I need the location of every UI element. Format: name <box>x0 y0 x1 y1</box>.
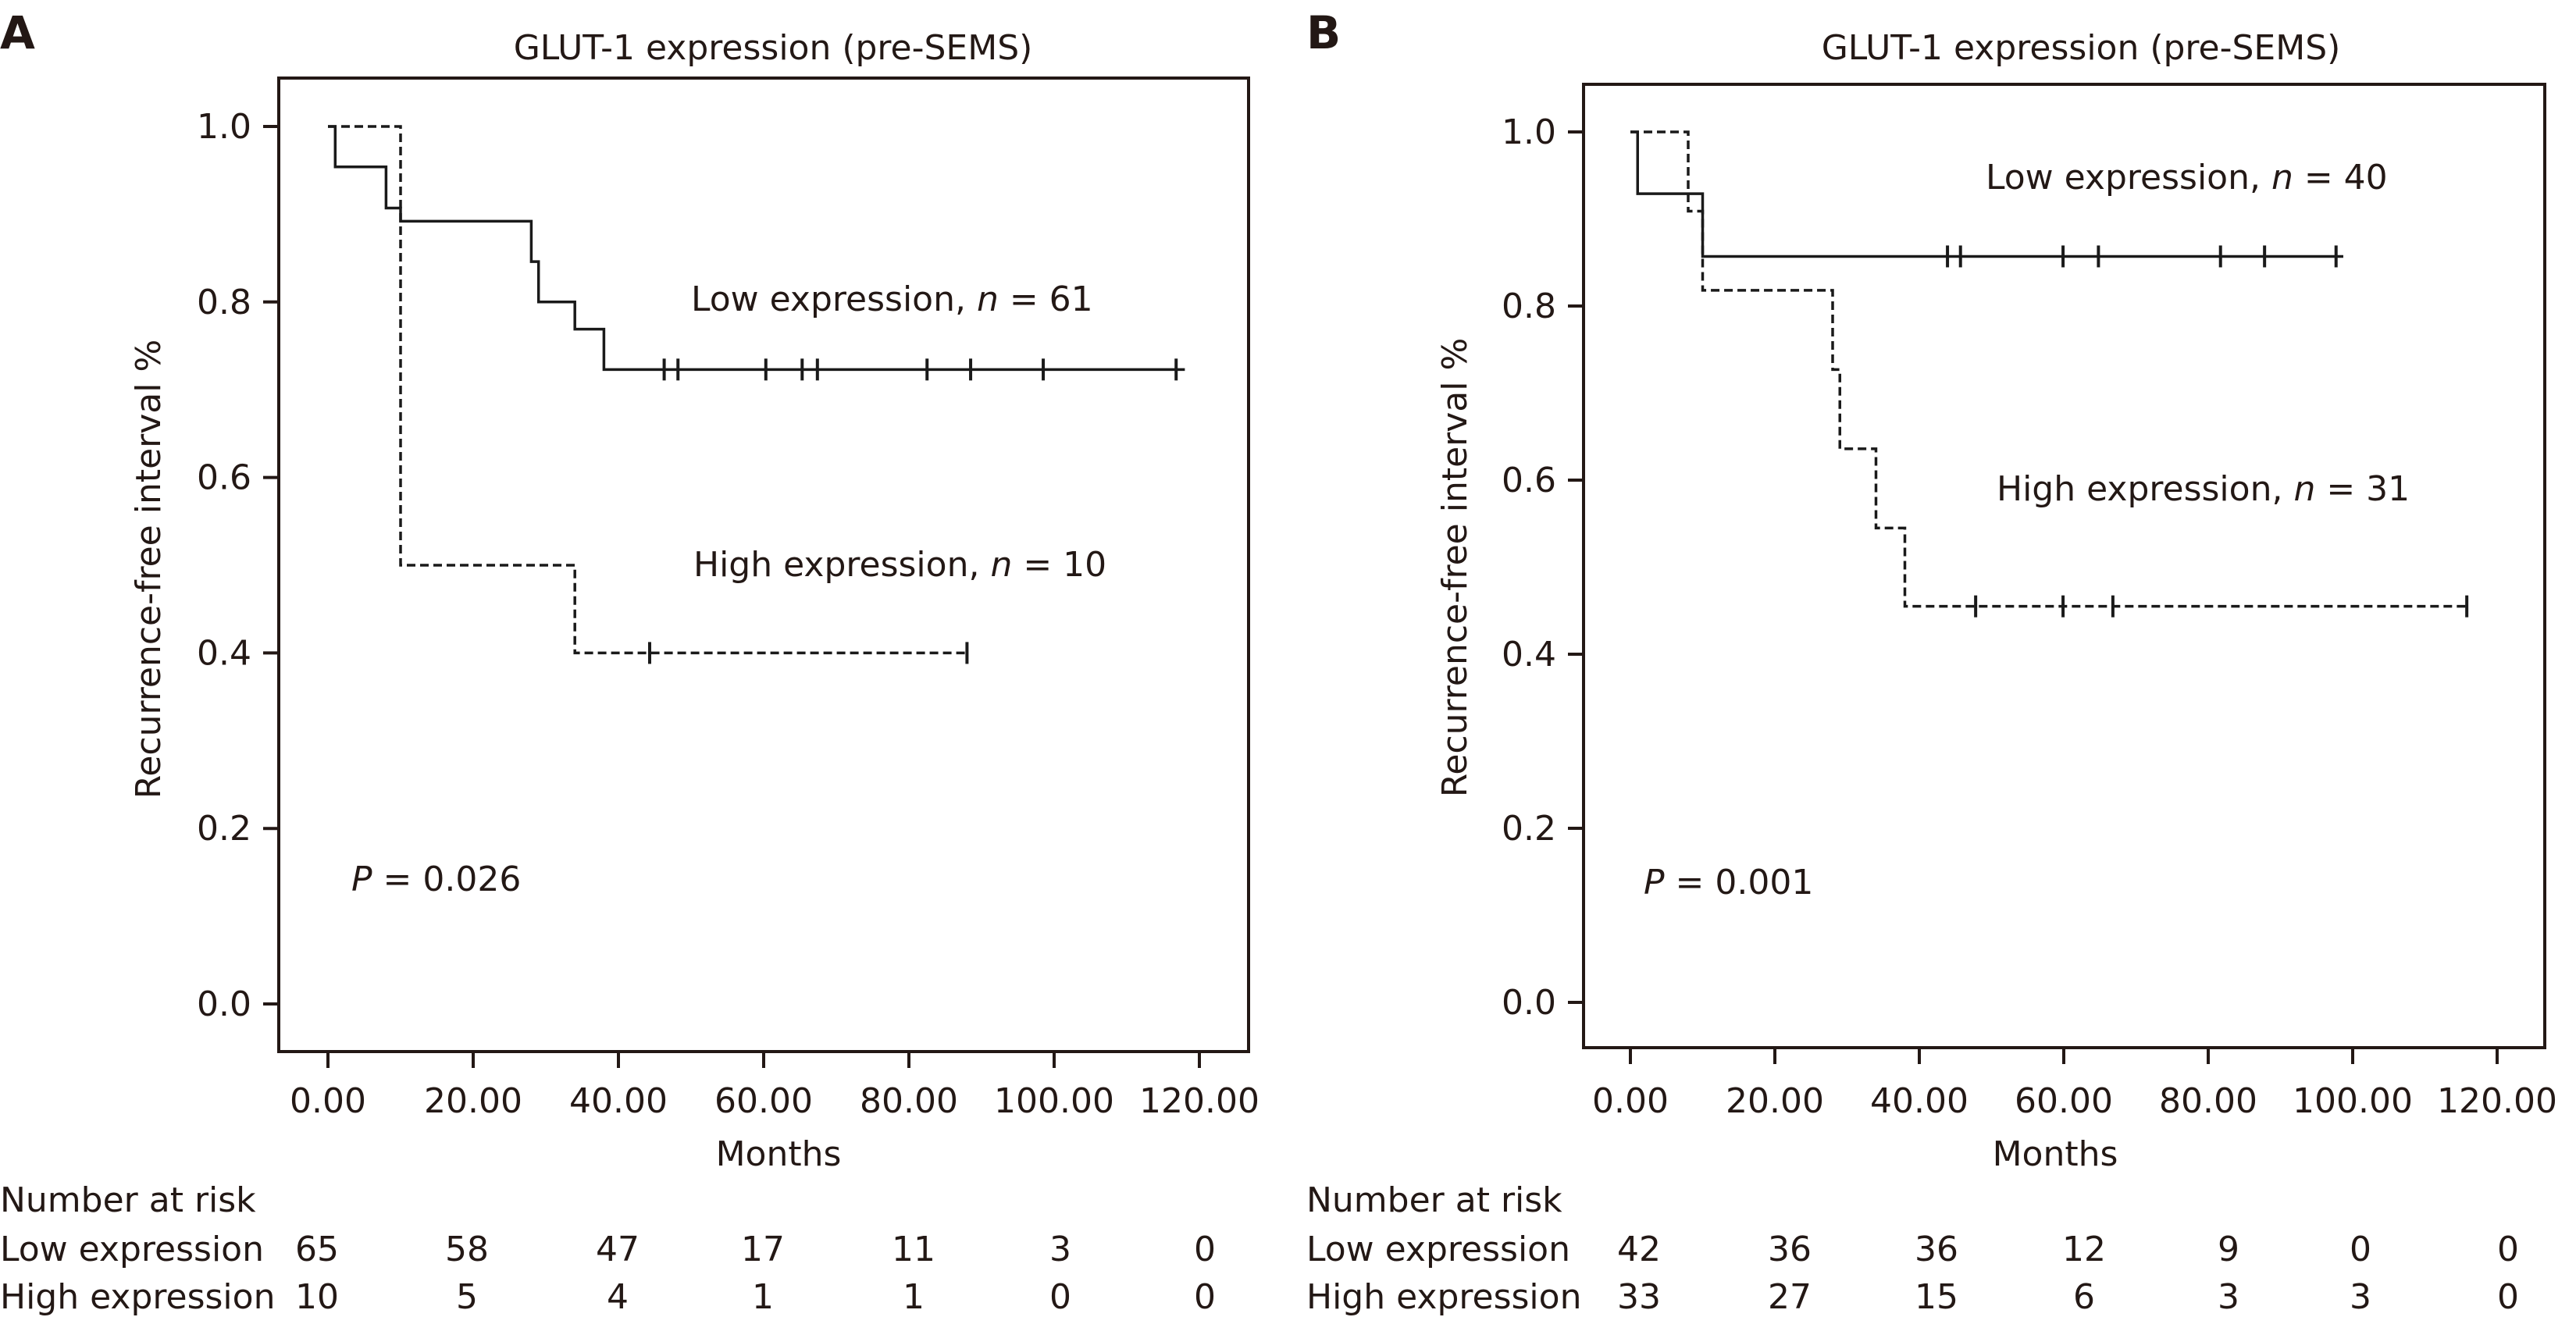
risk-value: 17 <box>741 1230 785 1269</box>
y-tick-label: 0.2 <box>1502 809 1556 849</box>
risk-value: 65 <box>295 1230 339 1269</box>
risk-value: 33 <box>1617 1277 1661 1317</box>
number-at-risk-table: Number at risk Low expression 65 58 47 17 11 3… <box>0 1180 1216 1317</box>
y-tick-label: 1.0 <box>197 107 251 147</box>
risk-value: 15 <box>1915 1277 1958 1317</box>
panel-a: A GLUT-1 expression (pre-SEMS) 0.0 0.2 0.4… <box>0 6 1259 1317</box>
x-tick-label: 120.00 <box>2437 1081 2557 1121</box>
risk-value: 36 <box>1915 1230 1958 1269</box>
risk-value: 0 <box>2350 1230 2371 1269</box>
risk-row-label: High expression <box>0 1277 275 1317</box>
risk-value: 47 <box>596 1230 640 1269</box>
y-tick-label: 0.6 <box>197 458 251 498</box>
x-tick-label: 60.00 <box>714 1081 813 1121</box>
y-axis-label: Recurrence-free interval % <box>129 340 169 799</box>
y-tick-label: 0.8 <box>197 283 251 322</box>
x-tick-label: 100.00 <box>2293 1081 2413 1121</box>
x-tick-label: 20.00 <box>1726 1081 1824 1121</box>
risk-value: 0 <box>1194 1230 1216 1269</box>
curves <box>1630 130 2469 618</box>
y-axis-label: Recurrence-free interval % <box>1435 338 1475 798</box>
x-tick-label: 0.00 <box>1592 1081 1669 1121</box>
risk-value: 1 <box>752 1277 774 1317</box>
x-tick-label: 80.00 <box>860 1081 958 1121</box>
risk-value: 42 <box>1617 1230 1661 1269</box>
y-tick-label: 1.0 <box>1502 112 1556 152</box>
x-axis-label: Months <box>1993 1134 2118 1174</box>
risk-row-label: Low expression <box>1306 1230 1570 1269</box>
curves <box>328 125 1185 664</box>
x-axis: 0.00 20.00 40.00 60.00 80.00 100.00 120.00 <box>290 1052 1259 1121</box>
y-tick-label: 0.0 <box>1502 983 1556 1023</box>
plot-frame <box>1582 83 2546 1049</box>
risk-value: 36 <box>1768 1230 1812 1269</box>
x-tick-label: 60.00 <box>2015 1081 2113 1121</box>
risk-value: 0 <box>1049 1277 1071 1317</box>
high-expression-label: High expression, n = 31 <box>1997 469 2410 509</box>
risk-value: 9 <box>2218 1230 2239 1269</box>
risk-value: 3 <box>2218 1277 2239 1317</box>
risk-value: 6 <box>2073 1277 2095 1317</box>
risk-value: 58 <box>445 1230 489 1269</box>
risk-value: 3 <box>2350 1277 2371 1317</box>
risk-row-label: Low expression <box>0 1230 264 1269</box>
x-tick-label: 0.00 <box>290 1081 366 1121</box>
y-tick-label: 0.8 <box>1502 287 1556 326</box>
risk-value: 0 <box>2497 1277 2519 1317</box>
risk-value: 12 <box>2062 1230 2106 1269</box>
chart-title: GLUT-1 expression (pre-SEMS) <box>514 28 1033 68</box>
y-tick-label: 0.4 <box>197 633 251 673</box>
p-value: P = 0.026 <box>351 860 521 899</box>
chart-title: GLUT-1 expression (pre-SEMS) <box>1822 28 2341 68</box>
risk-row-label: High expression <box>1306 1277 1581 1317</box>
risk-value: 0 <box>2497 1230 2519 1269</box>
risk-value: 11 <box>892 1230 935 1269</box>
x-tick-label: 40.00 <box>1870 1081 1969 1121</box>
high-expression-label: High expression, n = 10 <box>693 545 1106 585</box>
x-axis-label: Months <box>716 1134 842 1174</box>
x-tick-label: 100.00 <box>994 1081 1114 1121</box>
high-expression-curve <box>328 125 967 655</box>
risk-title: Number at risk <box>0 1180 256 1220</box>
x-tick-label: 20.00 <box>424 1081 522 1121</box>
risk-value: 3 <box>1049 1230 1071 1269</box>
p-value: P = 0.001 <box>1644 863 1813 902</box>
panel-b: B GLUT-1 expression (pre-SEMS) 0.0 0.2 0.4… <box>1306 6 2557 1317</box>
panel-letter: B <box>1306 6 1341 59</box>
risk-value: 1 <box>903 1277 925 1317</box>
y-axis: 0.0 0.2 0.4 0.6 0.8 1.0 <box>1502 112 1584 1023</box>
risk-value: 5 <box>456 1277 478 1317</box>
x-tick-label: 40.00 <box>569 1081 668 1121</box>
x-tick-label: 120.00 <box>1139 1081 1259 1121</box>
risk-value: 27 <box>1768 1277 1812 1317</box>
low-expression-curve <box>328 125 1185 372</box>
x-tick-label: 80.00 <box>2159 1081 2257 1121</box>
low-expression-label: Low expression, n = 40 <box>1986 158 2388 198</box>
high-expression-curve <box>1630 130 2468 608</box>
risk-value: 4 <box>607 1277 629 1317</box>
risk-value: 0 <box>1194 1277 1216 1317</box>
y-tick-label: 0.2 <box>197 809 251 849</box>
risk-title: Number at risk <box>1306 1180 1562 1220</box>
y-tick-label: 0.0 <box>197 984 251 1024</box>
x-axis: 0.00 20.00 40.00 60.00 80.00 100.00 120.00 <box>1592 1048 2557 1121</box>
y-axis: 0.0 0.2 0.4 0.6 0.8 1.0 <box>197 107 279 1024</box>
y-tick-label: 0.4 <box>1502 635 1556 675</box>
panel-letter: A <box>0 6 35 59</box>
y-tick-label: 0.6 <box>1502 461 1556 500</box>
number-at-risk-table: Number at risk Low expression 42 36 36 12 9 0 0… <box>1306 1180 2519 1317</box>
risk-value: 10 <box>295 1277 339 1317</box>
low-expression-label: Low expression, n = 61 <box>691 279 1093 319</box>
